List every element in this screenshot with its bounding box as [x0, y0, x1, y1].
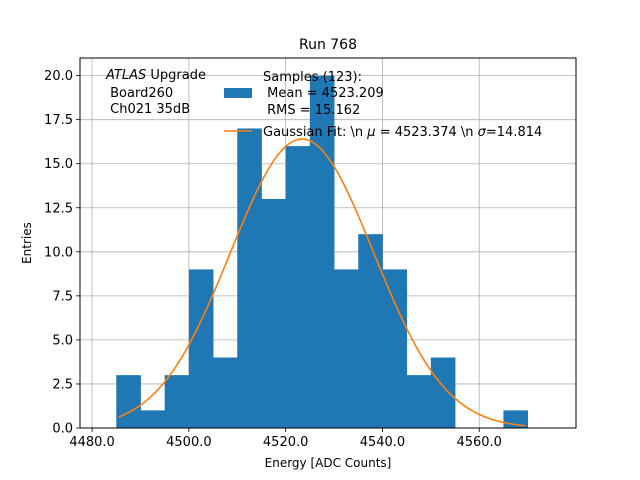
y-tick-label: 7.5 [52, 289, 73, 304]
legend-histogram-line-3: RMS = 15.162 [263, 103, 360, 118]
y-tick-label: 5.0 [52, 333, 73, 348]
histogram-bar [164, 375, 190, 428]
histogram-bars [116, 75, 529, 428]
y-tick-label: 12.5 [44, 201, 73, 216]
histogram-bar [261, 198, 287, 428]
histogram-bar [285, 146, 311, 428]
x-axis-label: Energy [ADC Counts] [265, 456, 392, 470]
annotation-upgrade: Upgrade [146, 68, 206, 83]
annotation-atlas: ATLAS [105, 68, 146, 83]
y-axis-label: Entries [20, 222, 34, 264]
histogram-bar [237, 128, 262, 428]
fit-curve-group [118, 138, 526, 427]
x-tick-label: 4480.0 [69, 435, 115, 450]
y-tick-label: 20.0 [44, 69, 73, 84]
histogram-bar [188, 269, 214, 428]
histogram-bar [382, 269, 408, 428]
histogram-bar [116, 375, 141, 428]
annotation-line-3: Ch021 35dB [106, 102, 190, 117]
x-tick-label: 4540.0 [360, 435, 406, 450]
y-tick-label: 17.5 [44, 113, 73, 128]
histogram-bar [334, 269, 359, 428]
annotation-line-2: Board260 [106, 86, 173, 101]
y-tick-label: 0.0 [52, 422, 73, 437]
y-axis-ticks: 0.0 2.5 5.0 7.5 10.0 12.5 15.0 17.5 20.0 [44, 69, 80, 437]
histogram-bar [213, 357, 238, 428]
legend: Samples (123): Mean = 4523.209 RMS = 15.… [224, 70, 542, 140]
x-tick-label: 4520.0 [263, 435, 309, 450]
atlas-annotation: ATLAS Upgrade Board260 Ch021 35dB [105, 68, 206, 117]
plot-frame [79, 57, 577, 429]
y-tick-label: 10.0 [44, 245, 73, 260]
histogram-bar [406, 375, 432, 428]
x-tick-label: 4500.0 [166, 435, 212, 450]
y-tick-label: 2.5 [52, 377, 73, 392]
annotation-line-1: ATLAS Upgrade [105, 68, 206, 83]
x-tick-label: 4560.0 [456, 435, 502, 450]
y-tick-label: 15.0 [44, 157, 73, 172]
gaussian-fit-curve [118, 138, 526, 427]
legend-histogram-line-1: Samples (123): [263, 70, 362, 85]
chart-title: Run 768 [299, 37, 357, 53]
legend-histogram-line-2: Mean = 4523.209 [263, 86, 384, 101]
legend-histogram-patch [224, 88, 252, 98]
histogram-bar [430, 357, 456, 428]
histogram-bar [140, 410, 166, 428]
x-axis-ticks: 4480.0 4500.0 4520.0 4540.0 4560.0 [69, 428, 502, 450]
histogram-bar [358, 234, 383, 428]
legend-fit-label: Gaussian Fit: \n μ = 4523.374 \n σ=14.81… [263, 125, 542, 140]
histogram-bar [309, 75, 335, 428]
